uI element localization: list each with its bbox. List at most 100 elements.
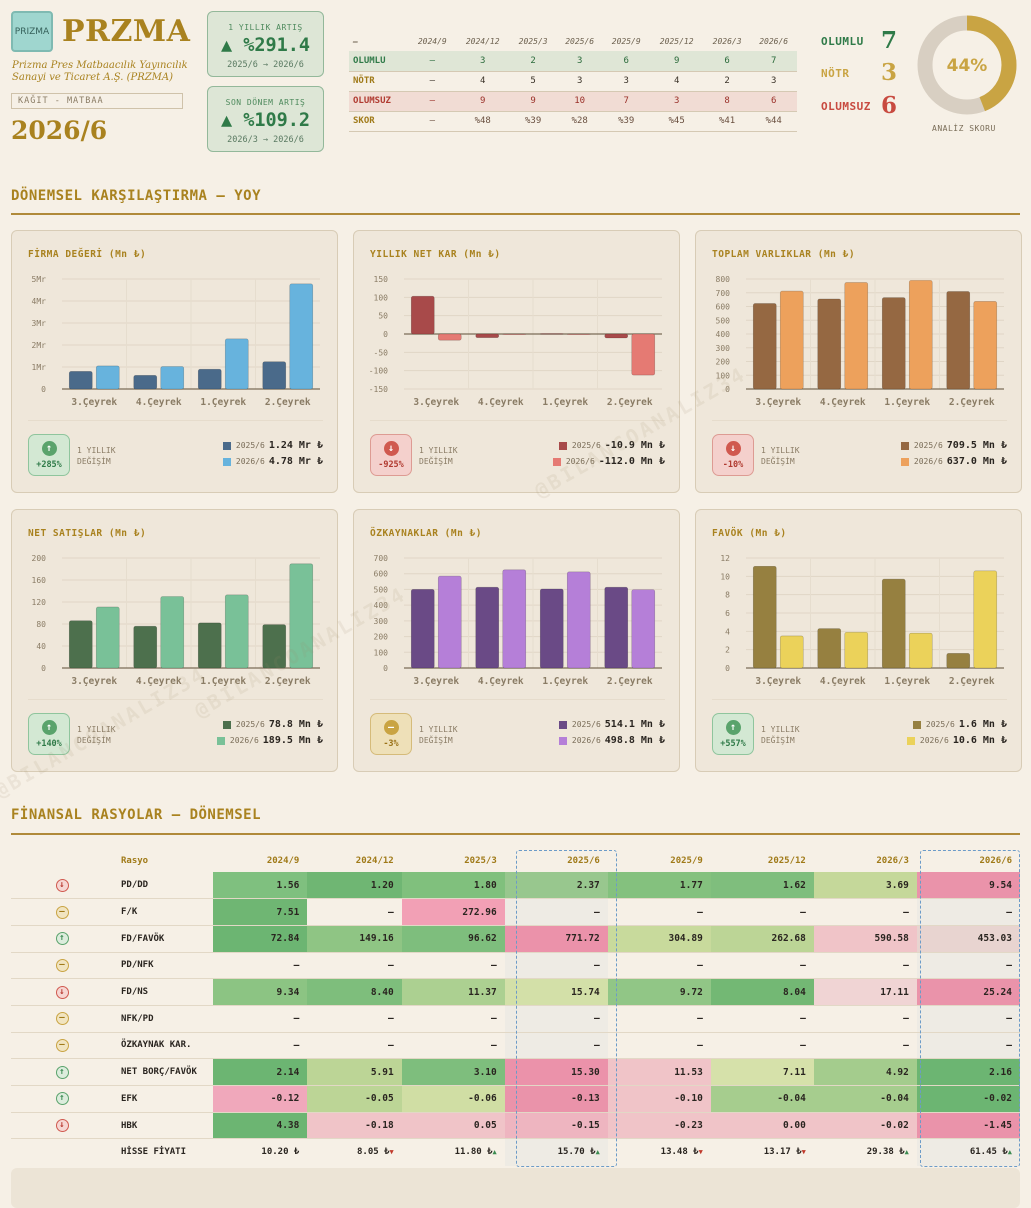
y-tick-label: 2 bbox=[725, 646, 730, 655]
bar-chart: 0 1Mr 2Mr 3Mr 4Mr 5Mr 3.Çeyrek 4.Çeyrek 1.Çeyrek… bbox=[28, 275, 323, 421]
kpi-range: 2026/3 → 2026/6 bbox=[227, 135, 304, 145]
x-category-label: 4.Çeyrek bbox=[136, 676, 182, 687]
y-tick-label: 10 bbox=[720, 572, 730, 581]
summary-cell: OLUMSUZ bbox=[349, 91, 409, 112]
legend-item: 2025/6 514.1 Mn ₺ bbox=[558, 719, 665, 730]
summary-cell: %48 bbox=[455, 111, 510, 132]
bar-2025-6-1 bbox=[475, 333, 500, 338]
ratio-value: -0.06 bbox=[401, 1085, 505, 1113]
legend-swatch bbox=[558, 720, 567, 729]
summary-cell: 9 bbox=[455, 91, 510, 112]
x-category-label: 3.Çeyrek bbox=[755, 676, 801, 687]
y-tick-label: -150 bbox=[369, 385, 388, 394]
legend-swatch bbox=[222, 441, 231, 450]
bar-2025-6-3 bbox=[946, 291, 971, 390]
ratio-value: — bbox=[916, 898, 1020, 926]
ratios-header-blank bbox=[11, 850, 113, 872]
y-tick-label: 300 bbox=[716, 344, 731, 353]
legend-swatch bbox=[900, 457, 909, 466]
price-value: 11.80 ₺▲ bbox=[402, 1139, 505, 1166]
legend-value: -112.0 Mn ₺ bbox=[598, 456, 665, 467]
bar-2026-6-0 bbox=[95, 606, 120, 669]
legend-item: 2025/6 709.5 Mn ₺ bbox=[900, 440, 1007, 451]
bar-chart: 0 2 4 6 8 10 12 3.Çeyrek 4.Çeyrek 1.Çeyrek 2.Çeyre… bbox=[712, 554, 1007, 700]
change-badge: ↓ -10% bbox=[712, 434, 754, 476]
summary-col-header: 2026/6 bbox=[759, 37, 789, 46]
ratio-value: -0.15 bbox=[504, 1112, 608, 1140]
count-label: NÖTR bbox=[821, 67, 850, 80]
y-tick-label: 300 bbox=[374, 617, 389, 626]
change-caption-line: 1 YILLIK bbox=[761, 725, 800, 734]
legend-swatch bbox=[552, 457, 561, 466]
price-value: 13.48 ₺▼ bbox=[608, 1139, 711, 1166]
x-category-label: 2.Çeyrek bbox=[265, 397, 311, 408]
kpi-last-period-increase: SON DÖNEM ARTIŞ ▲ %109.2 2026/3 → 2026/6 bbox=[207, 86, 324, 152]
legend-item: 2025/6 78.8 Mn ₺ bbox=[222, 719, 323, 730]
bar-2026-6-2 bbox=[908, 632, 933, 669]
change-caption: 1 YILLIK DEĞİŞİM bbox=[77, 724, 116, 746]
bar-2026-6-3 bbox=[973, 301, 998, 390]
kpi-yearly-increase: 1 YILLIK ARTIŞ ▲ %291.4 2025/6 → 2026/6 bbox=[207, 11, 324, 77]
price-row: HİSSE FİYATI 10.20 ₺ 8.05 ₺▼ 11.80 ₺▲ 15.70 … bbox=[11, 1138, 1020, 1166]
price-trend-up-icon: ▲ bbox=[492, 1148, 497, 1157]
summary-cell: 8 bbox=[703, 91, 751, 112]
ratios-period-header: 2024/9 bbox=[266, 856, 300, 866]
x-category-label: 1.Çeyrek bbox=[542, 397, 588, 408]
price-label: HİSSE FİYATI bbox=[121, 1147, 187, 1158]
x-category-label: 3.Çeyrek bbox=[413, 397, 459, 408]
ticker-symbol: PRZMA bbox=[62, 14, 191, 49]
legend-value: 1.24 Mr ₺ bbox=[268, 440, 323, 451]
trend-flat-icon: – bbox=[55, 1038, 69, 1052]
bar-2026-6-2 bbox=[566, 333, 591, 335]
ratio-value: — bbox=[710, 1005, 814, 1033]
summary-cell: %44 bbox=[750, 111, 797, 132]
chart-title: TOPLAM VARLIKLAR (Mn ₺) bbox=[712, 249, 856, 260]
ratio-value: 7.51 bbox=[213, 898, 308, 926]
summary-cell: 7 bbox=[602, 91, 650, 112]
bar-chart: 0 100 200 300 400 500 600 700 800 3.Çeyrek 4.Çeyre… bbox=[712, 275, 1007, 421]
summary-cell: %39 bbox=[509, 111, 557, 132]
change-percent: +557% bbox=[720, 739, 746, 749]
bar-2025-6-1 bbox=[817, 628, 842, 669]
kpi-range: 2025/6 → 2026/6 bbox=[227, 60, 304, 70]
change-percent: -10% bbox=[722, 460, 744, 470]
ratio-value: 4.92 bbox=[813, 1058, 917, 1086]
ratio-value: -0.13 bbox=[504, 1085, 608, 1113]
ratio-row: ↑ FD/FAVÖK 72.84 149.16 96.62 771.72 304.89 262… bbox=[11, 925, 1020, 953]
change-caption-line: DEĞİŞİM bbox=[419, 736, 453, 745]
legend-item: 2026/6 498.8 Mn ₺ bbox=[558, 735, 665, 746]
ratio-row: ↓ FD/NS 9.34 8.40 11.37 15.74 9.72 8.04 17.11 25.… bbox=[11, 978, 1020, 1006]
arrow-down-icon: ↓ bbox=[725, 441, 741, 456]
bar-2025-6-2 bbox=[197, 622, 222, 669]
change-caption: 1 YILLIK DEĞİŞİM bbox=[419, 724, 458, 746]
ratio-trend-cell: ↓ bbox=[11, 1112, 113, 1140]
ratio-value: 15.74 bbox=[504, 978, 608, 1006]
y-tick-label: 700 bbox=[374, 554, 389, 563]
ratio-trend-cell: ↑ bbox=[11, 925, 113, 953]
price-blank bbox=[11, 1139, 113, 1166]
ratio-value: 72.84 bbox=[213, 925, 308, 953]
bar-2025-6-2 bbox=[197, 368, 222, 390]
chart-title: FAVÖK (Mn ₺) bbox=[712, 528, 787, 539]
change-caption-line: DEĞİŞİM bbox=[761, 457, 795, 466]
ratio-row: ↑ EFK -0.12 -0.05 -0.06 -0.13 -0.10 -0.04 -0.04-… bbox=[11, 1085, 1020, 1113]
count-value: 6 bbox=[881, 92, 898, 119]
x-category-label: 1.Çeyrek bbox=[542, 676, 588, 687]
price-value: 15.70 ₺▲ bbox=[504, 1138, 608, 1166]
ratio-value: 2.14 bbox=[213, 1058, 308, 1086]
y-tick-label: 600 bbox=[374, 570, 389, 579]
legend-year: 2026/6 bbox=[919, 736, 949, 745]
bar-chart: -150 -100 -50 0 50 100 150 3.Çeyrek 4.Çeyrek 1.Çe… bbox=[369, 275, 665, 421]
ratio-value: — bbox=[607, 898, 711, 926]
ratios-col-header: Rasyo bbox=[121, 856, 149, 866]
legend-item: 2026/6 4.78 Mr ₺ bbox=[222, 456, 323, 467]
legend-year: 2026/6 bbox=[235, 457, 265, 466]
ratio-value: 9.54 bbox=[916, 872, 1020, 900]
price-trend-up-icon: ▲ bbox=[595, 1148, 600, 1157]
y-tick-label: 200 bbox=[716, 358, 731, 367]
ratio-value: — bbox=[401, 1005, 505, 1033]
bar-2026-6-3 bbox=[973, 570, 998, 669]
ratio-value: 5.91 bbox=[307, 1058, 402, 1086]
change-badge: ↑ +140% bbox=[28, 713, 70, 755]
ratio-value: — bbox=[213, 1032, 308, 1060]
